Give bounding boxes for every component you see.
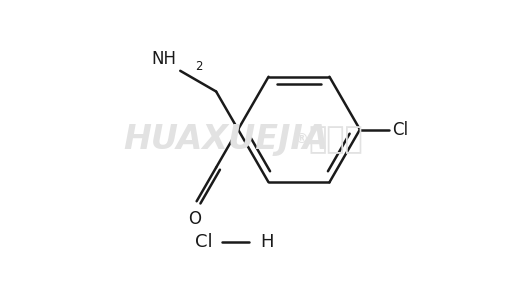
Text: Cl: Cl [393,120,409,139]
Text: HUAXUEJIA: HUAXUEJIA [124,123,329,156]
Text: NH: NH [151,50,176,68]
Text: O: O [188,210,201,228]
Text: Cl: Cl [195,233,213,251]
Text: 化学加: 化学加 [309,125,363,154]
Text: 2: 2 [195,60,202,73]
Text: H: H [261,233,274,251]
Text: ®: ® [294,132,308,146]
